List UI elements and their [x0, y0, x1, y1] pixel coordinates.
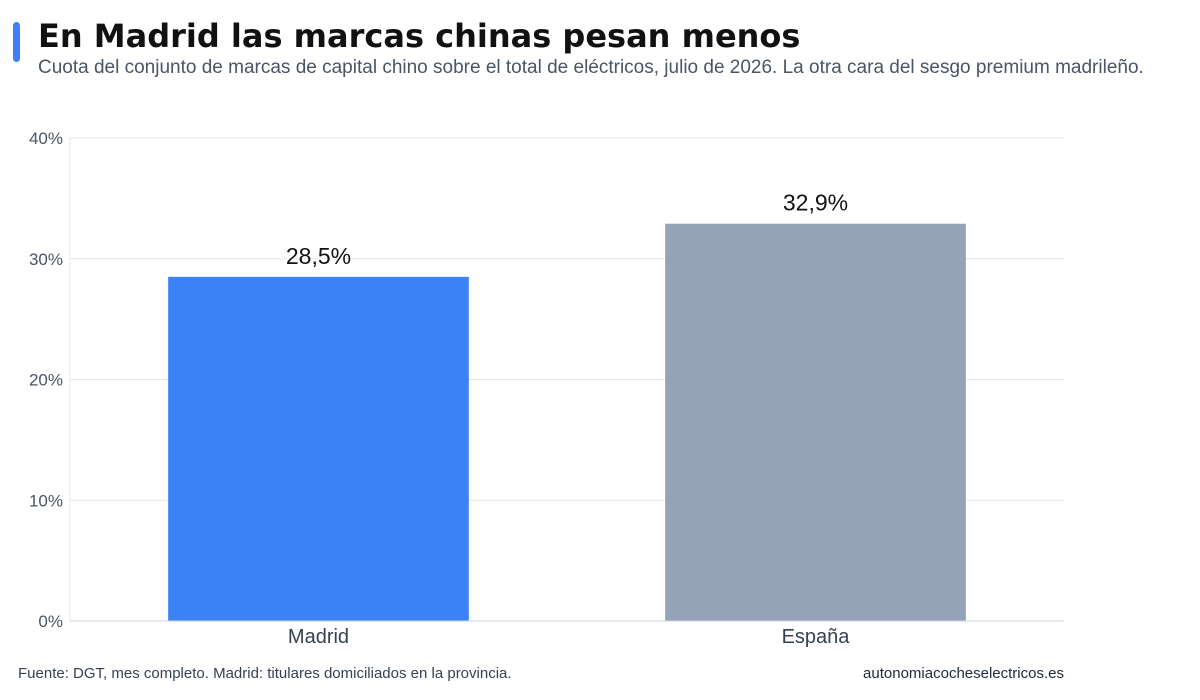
y-tick-label: 0%	[38, 612, 63, 631]
bar-value-label: 28,5%	[286, 243, 351, 269]
chart-title: En Madrid las marcas chinas pesan menos	[38, 17, 801, 55]
bar-españa	[665, 223, 966, 622]
y-tick-label: 10%	[29, 491, 63, 510]
x-category-label: Madrid	[288, 626, 349, 648]
x-category-label: España	[782, 626, 851, 648]
y-tick-label: 30%	[29, 250, 63, 269]
y-tick-label: 40%	[29, 129, 63, 148]
bar-madrid	[168, 276, 469, 621]
y-tick-label: 20%	[29, 371, 63, 390]
site-credit: autonomiacocheselectricos.es	[863, 665, 1064, 682]
title-accent-bar	[13, 22, 20, 62]
source-note: Fuente: DGT, mes completo. Madrid: titul…	[18, 665, 512, 682]
bar-value-label: 32,9%	[783, 190, 848, 216]
chart-subtitle: Cuota del conjunto de marcas de capital …	[38, 57, 1144, 78]
